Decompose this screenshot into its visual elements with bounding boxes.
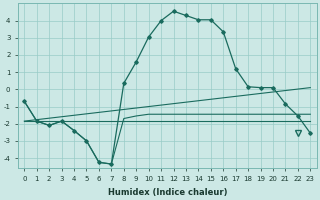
- X-axis label: Humidex (Indice chaleur): Humidex (Indice chaleur): [108, 188, 227, 197]
